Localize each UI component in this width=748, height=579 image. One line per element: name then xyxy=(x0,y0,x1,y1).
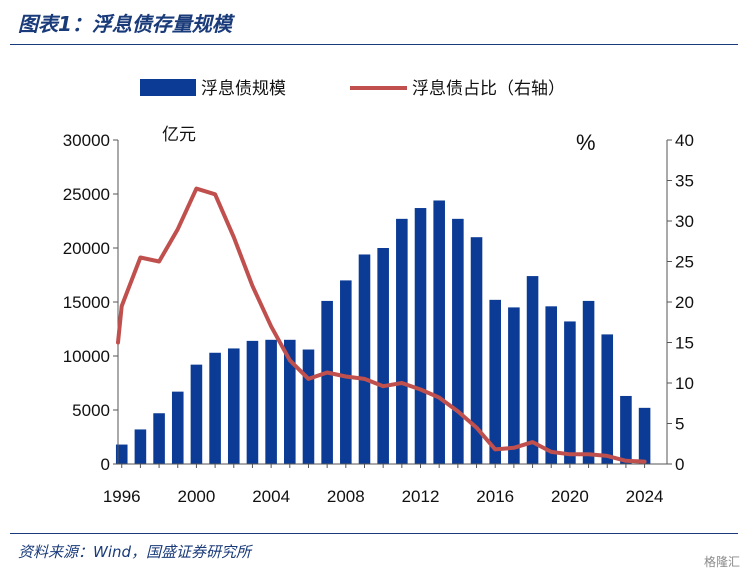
axes: 0 5000 10000 15000 20000 25000 30000 0 5 10 15 20 25… xyxy=(63,131,694,506)
bar-2013 xyxy=(433,200,445,465)
bar-2024 xyxy=(638,407,651,464)
legend: 浮息债规模 浮息债占比（右轴） xyxy=(140,79,565,99)
y-left-tick-label-0: 0 xyxy=(101,455,110,474)
bar-1998 xyxy=(153,413,165,464)
bar-2022 xyxy=(601,334,614,464)
bar-2004 xyxy=(265,339,277,464)
x-tick-label-2008: 2008 xyxy=(327,487,365,506)
source-rule xyxy=(10,533,738,534)
y-right-unit-label: % xyxy=(576,130,596,155)
bar-2016 xyxy=(489,299,501,464)
watermark: 格隆汇 xyxy=(703,555,740,569)
y-right-tick-label-30: 30 xyxy=(675,212,694,231)
bar-2007 xyxy=(321,300,333,464)
x-tick-label-2000: 2000 xyxy=(178,487,216,506)
x-tick-label-2016: 2016 xyxy=(476,487,514,506)
y-right-tick-label-25: 25 xyxy=(675,253,694,272)
chart-title: 图表1：浮息债存量规模 xyxy=(18,12,232,36)
y-right-tick-label-0: 0 xyxy=(675,455,684,474)
y-left-tick-label-10000: 10000 xyxy=(63,347,110,366)
y-right-tick-label-35: 35 xyxy=(675,172,694,191)
bar-2011 xyxy=(396,218,408,464)
y-left-tick-label-20000: 20000 xyxy=(63,239,110,258)
y-left-tick-label-25000: 25000 xyxy=(63,185,110,204)
bar-2003 xyxy=(246,340,259,464)
bar-2005 xyxy=(284,339,296,464)
bar-2012 xyxy=(414,208,427,464)
y-left-tick-label-15000: 15000 xyxy=(63,293,110,312)
bar-2010 xyxy=(377,248,389,464)
y-right-tick-label-20: 20 xyxy=(675,293,694,312)
y-right-tick-label-10: 10 xyxy=(675,374,694,393)
bar-2006 xyxy=(302,349,315,464)
bar-2000 xyxy=(190,364,203,464)
bar-2008 xyxy=(340,280,352,464)
x-tick-label-2020: 2020 xyxy=(551,487,589,506)
x-tick-label-1996: 1996 xyxy=(103,487,141,506)
legend-swatch-bar xyxy=(140,79,196,96)
y-left-unit-label: 亿元 xyxy=(162,125,196,145)
bar-1997 xyxy=(134,429,147,464)
bar-2017 xyxy=(508,307,520,464)
y-left-tick-label-30000: 30000 xyxy=(63,131,110,150)
bar-2009 xyxy=(358,254,371,464)
bar-2021 xyxy=(582,300,595,464)
bar-2020 xyxy=(564,321,576,464)
line-path xyxy=(116,186,647,464)
bar-2023 xyxy=(620,395,632,464)
bar-2014 xyxy=(452,218,464,464)
x-tick-label-2012: 2012 xyxy=(402,487,440,506)
y-right-tick-label-5: 5 xyxy=(675,415,684,434)
line-series xyxy=(116,186,647,464)
y-right-tick-label-40: 40 xyxy=(675,131,694,150)
y-right-tick-label-15: 15 xyxy=(675,334,694,353)
legend-label-bar: 浮息债规模 xyxy=(201,79,286,99)
bar-2001 xyxy=(209,352,221,464)
bar-2019 xyxy=(545,306,558,464)
bar-2018 xyxy=(526,276,539,464)
x-tick-label-2024: 2024 xyxy=(626,487,664,506)
bar-series xyxy=(115,200,651,465)
bar-1999 xyxy=(171,391,184,464)
legend-label-line: 浮息债占比（右轴） xyxy=(412,79,565,99)
x-tick-label-2004: 2004 xyxy=(252,487,290,506)
source-note: 资料来源：Wind，国盛证券研究所 xyxy=(18,543,252,561)
y-left-tick-label-5000: 5000 xyxy=(72,401,110,420)
bar-2002 xyxy=(227,348,240,464)
bar-1996 xyxy=(115,444,128,464)
bar-2015 xyxy=(470,237,483,464)
title-rule xyxy=(10,44,738,45)
